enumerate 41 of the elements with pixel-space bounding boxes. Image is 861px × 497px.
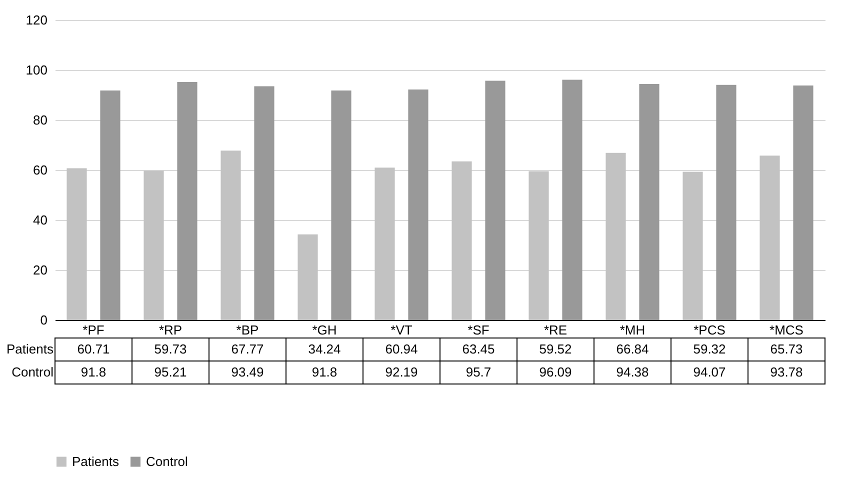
text: Control	[12, 364, 54, 380]
y-tick-label: 120	[26, 12, 48, 28]
data-label: 60.94	[385, 342, 418, 356]
data-label: 95.21	[154, 364, 187, 380]
y-tick-label: 20	[33, 262, 48, 278]
y-tick-label: 60	[33, 162, 48, 178]
x-tick-label: *PCS	[694, 322, 726, 338]
text: Patients	[6, 342, 54, 356]
data-label: 67.77	[231, 342, 264, 356]
data-label: 94.07	[693, 364, 726, 380]
data-label: 91.8	[312, 364, 338, 380]
x-tick-label: *VT	[390, 322, 412, 338]
data-label: 93.78	[770, 364, 803, 380]
data-label: 60.71	[77, 342, 110, 356]
data-label: 65.73	[770, 342, 803, 356]
data-label: 92.19	[385, 364, 418, 380]
data-label: 66.84	[616, 342, 649, 356]
data-label: 63.45	[462, 342, 495, 356]
y-tick-label: 0	[40, 312, 48, 328]
data-label: 93.49	[231, 364, 264, 380]
x-tick-label: *RP	[158, 322, 182, 338]
x-tick-label: *GH	[312, 322, 337, 338]
y-tick-label: 40	[33, 212, 48, 228]
x-tick-label: *MCS	[770, 322, 804, 338]
data-label: 94.38	[616, 364, 649, 380]
data-label: 59.73	[154, 342, 187, 356]
data-label: 59.52	[539, 342, 572, 356]
x-tick-label: *PF	[82, 322, 104, 338]
data-label: 34.24	[308, 342, 341, 356]
y-tick-label: 80	[33, 112, 48, 128]
data-label: 95.7	[466, 364, 492, 380]
data-label: 91.8	[80, 364, 106, 380]
legend-label: Patients	[72, 454, 120, 469]
x-tick-label: *BP	[236, 322, 259, 338]
legend-label: Control	[146, 454, 188, 469]
y-tick-label: 100	[26, 62, 48, 78]
x-tick-label: *MH	[620, 322, 646, 338]
x-tick-label: *RE	[544, 322, 568, 338]
x-tick-label: *SF	[468, 322, 490, 338]
data-label: 59.32	[693, 342, 726, 356]
data-label: 96.09	[539, 364, 572, 380]
